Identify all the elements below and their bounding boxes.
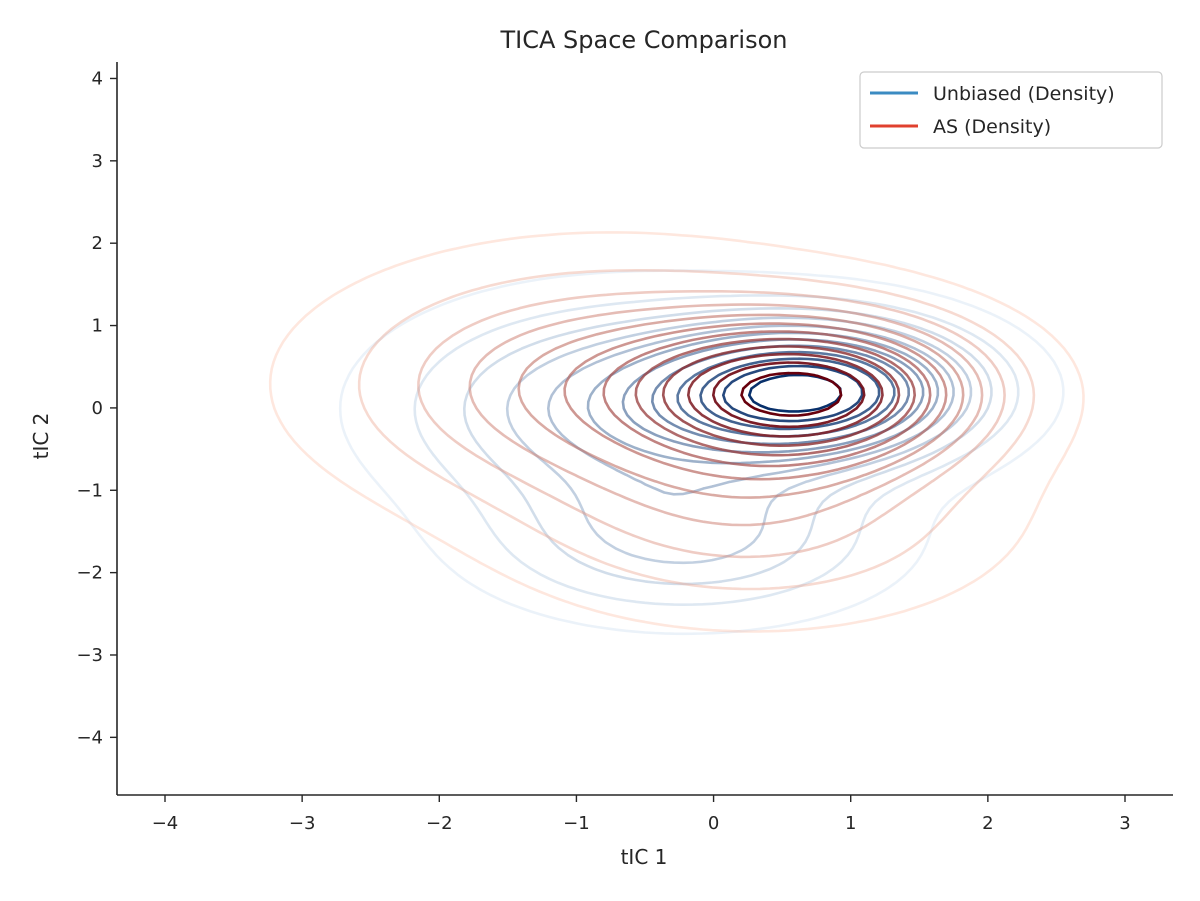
- y-axis-label: tIC 2: [29, 413, 53, 460]
- contour-line: [417, 290, 1006, 559]
- contour-line: [634, 337, 916, 457]
- x-tick-label: −3: [289, 813, 316, 834]
- y-tick-label: 3: [92, 151, 103, 172]
- y-tick-label: 0: [92, 398, 103, 419]
- chart-title: TICA Space Comparison: [499, 26, 787, 54]
- legend-label-unbiased: Unbiased (Density): [933, 83, 1115, 105]
- contour-line: [661, 345, 901, 447]
- contour-line: [468, 303, 984, 527]
- x-tick-label: 1: [845, 813, 856, 834]
- plot-area: [268, 231, 1085, 636]
- contour-line: [712, 361, 866, 429]
- x-tick-label: 2: [982, 813, 993, 834]
- x-tick-label: −1: [563, 813, 590, 834]
- x-tick-label: −4: [152, 813, 179, 834]
- legend-frame: [859, 71, 1163, 149]
- legend: Unbiased (Density) AS (Density): [859, 71, 1163, 149]
- contour-line: [268, 231, 1085, 633]
- contour-line: [463, 307, 993, 586]
- y-tick-label: −2: [76, 563, 103, 584]
- contour-line: [357, 269, 1036, 591]
- contour-line: [338, 269, 1065, 636]
- x-tick-label: 3: [1119, 813, 1130, 834]
- legend-label-as: AS (Density): [933, 116, 1051, 138]
- series-contours: [338, 269, 1065, 636]
- y-tick-label: 4: [92, 68, 103, 89]
- contour-line: [740, 371, 843, 417]
- contour-line: [602, 330, 932, 468]
- y-tick-label: 2: [92, 233, 103, 254]
- axes: −4 −3 −2 −1 0 1 2 3 −4 −3 −2 −1 0 1 2 3 4: [76, 62, 1173, 834]
- contour-line: [413, 294, 1020, 606]
- y-tick-label: −4: [76, 727, 103, 748]
- series-contours: [268, 231, 1085, 633]
- y-tick-label: −1: [76, 480, 103, 501]
- x-axis-label: tIC 1: [621, 845, 668, 869]
- contour-line: [563, 322, 948, 481]
- contour-line: [687, 352, 884, 438]
- contour-line: [699, 357, 881, 431]
- x-tick-label: −2: [426, 813, 453, 834]
- contour-line: [517, 313, 965, 499]
- x-tick-label: 0: [708, 813, 719, 834]
- y-tick-label: 1: [92, 316, 103, 337]
- y-tick-label: −3: [76, 645, 103, 666]
